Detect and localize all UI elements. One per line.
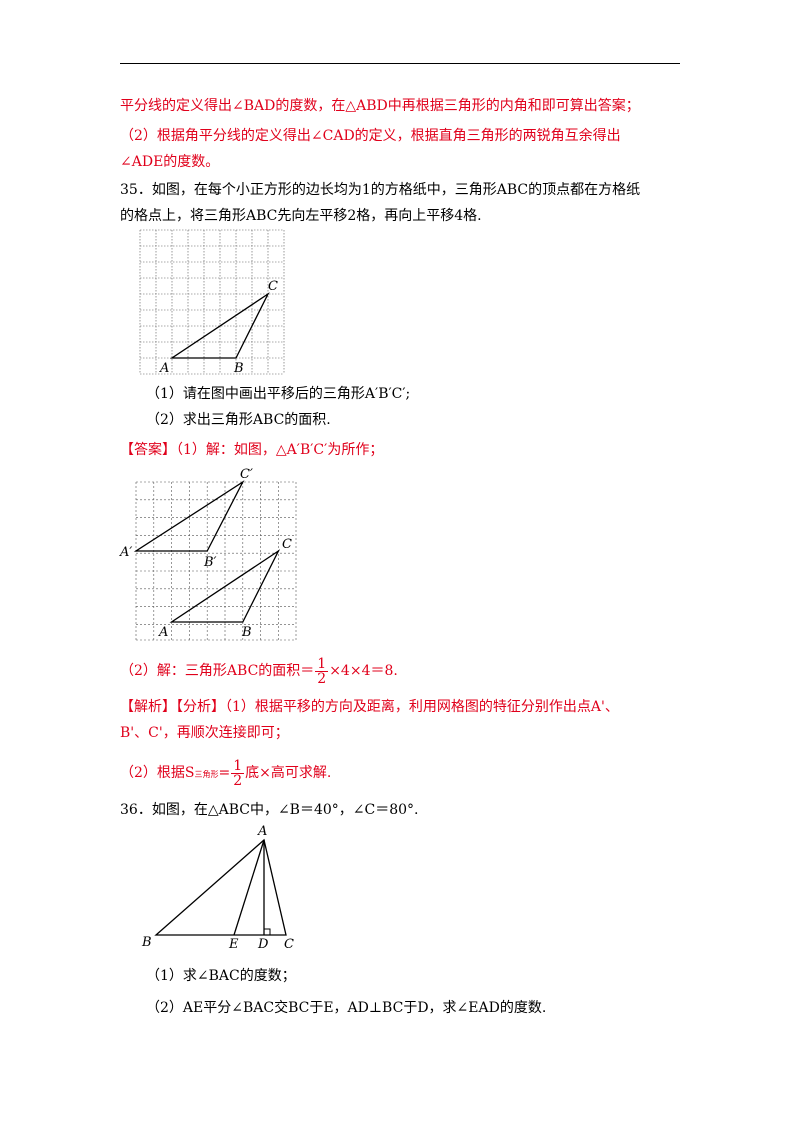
vertex-label: E bbox=[228, 937, 239, 952]
text-line: ∠ADE的度数。 bbox=[120, 154, 220, 170]
question-36-part2: （2）AE平分∠BAC交BC于E，AD⊥BC于D，求∠EAD的度数. bbox=[146, 1000, 547, 1016]
analysis-text: （1）根据平移的方向及距离，利用网格图的特征分别作出点A'、 bbox=[225, 699, 619, 715]
fraction-numerator: 1 bbox=[231, 757, 245, 774]
vertex-label: C bbox=[282, 537, 292, 552]
analysis-line1: 【解析】【分析】（1）根据平移的方向及距离，利用网格图的特征分别作出点A'、 bbox=[120, 697, 619, 717]
vertex-label: C bbox=[268, 279, 278, 294]
answer-part2-result: ×4×4＝8. bbox=[329, 663, 398, 679]
question-36: 36．如图，在△ABC中，∠B＝40°，∠C＝80°. bbox=[120, 802, 419, 818]
vertex-label: B bbox=[141, 935, 152, 950]
vertex-label: C bbox=[284, 937, 294, 952]
subscript: 三角形 bbox=[194, 770, 219, 779]
question-36-part1: （1）求∠BAC的度数； bbox=[146, 968, 296, 984]
answer-part2-text: （2）解：三角形ABC的面积＝ bbox=[120, 663, 315, 679]
question-35-line2: 的格点上，将三角形ABC先向左平移2格，再向上平移4格. bbox=[120, 208, 482, 224]
answer-text: （1）解：如图，△A′B′C′为所作； bbox=[176, 442, 384, 458]
figure-triangle-abc: A B C D E bbox=[141, 824, 294, 952]
question-35-part1: （1）请在图中画出平移后的三角形A′B′C′; bbox=[146, 386, 411, 402]
vertex-label: A bbox=[159, 361, 169, 376]
vertex-label: A bbox=[158, 625, 168, 640]
answer-part2: （2）解：三角形ABC的面积＝ 1 2 ×4×4＝8. bbox=[120, 655, 398, 687]
answer-tag: 【答案】 bbox=[120, 442, 176, 458]
analysis-part2-result: 底×高可求解. bbox=[245, 765, 332, 781]
figure-grid-triangle: A B C bbox=[139, 229, 285, 376]
equals-sign: = bbox=[218, 765, 231, 781]
header-rule bbox=[120, 63, 680, 64]
fraction-denominator: 2 bbox=[233, 772, 243, 789]
question-35-line1: 35．如图，在每个小正方形的边长均为1的方格纸中，三角形ABC的顶点都在方格纸 bbox=[120, 182, 641, 198]
analysis-part2: （2）根据S三角形= 1 2 底×高可求解. bbox=[120, 757, 331, 791]
answer-line: 【答案】（1）解：如图，△A′B′C′为所作； bbox=[120, 440, 383, 460]
text-line: 平分线的定义得出∠BAD的度数，在△ABD中再根据三角形的内角和即可算出答案； bbox=[120, 98, 640, 114]
text-line: （2）根据角平分线的定义得出∠CAD的定义，根据直角三角形的两锐角互余得出 bbox=[120, 128, 621, 144]
vertex-label: D bbox=[257, 937, 269, 952]
figure-translated-triangles: A B C A′ B′ C′ bbox=[119, 467, 297, 641]
analysis-line2: B'、C'，再顺次连接即可； bbox=[120, 725, 289, 741]
analysis-tag: 【解析】【分析】 bbox=[120, 699, 225, 715]
fraction-denominator: 2 bbox=[317, 670, 327, 687]
fraction-numerator: 1 bbox=[315, 655, 329, 672]
question-35-part2: （2）求出三角形ABC的面积. bbox=[146, 412, 331, 428]
vertex-label: A bbox=[257, 824, 267, 839]
analysis-part2-text: （2）根据S bbox=[120, 765, 195, 781]
vertex-label: B bbox=[241, 625, 252, 640]
vertex-label: B bbox=[233, 361, 244, 376]
vertex-label: A′ bbox=[119, 545, 132, 560]
vertex-label: B′ bbox=[203, 555, 217, 570]
vertex-label: C′ bbox=[240, 467, 253, 482]
